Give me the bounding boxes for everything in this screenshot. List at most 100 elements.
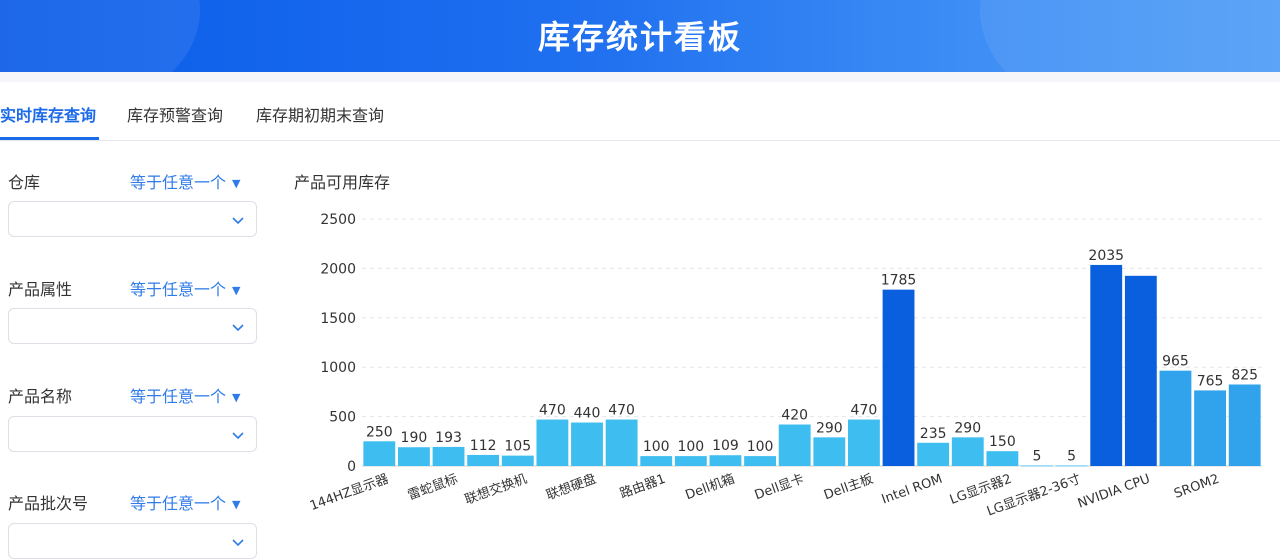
bar (882, 289, 915, 466)
x-tick-label: Dell主板 (822, 472, 875, 504)
bar (778, 424, 811, 466)
filter-label-product-attribute: 产品属性 (8, 280, 73, 299)
filter-label-product-name: 产品名称 (8, 387, 73, 406)
y-tick-label: 1500 (320, 311, 356, 327)
page-title: 库存统计看板 (537, 18, 742, 56)
bar (744, 456, 776, 466)
data-label: 250 (366, 424, 393, 440)
x-tick-label: NVIDIA CPU (1076, 472, 1152, 512)
filter-operator-text: 等于任意一个 (130, 494, 227, 513)
x-tick-label: SROM2 (1172, 472, 1221, 502)
y-tick-label: 1000 (320, 360, 356, 376)
bar (1194, 390, 1226, 466)
filter-label-product-batch: 产品批次号 (8, 494, 89, 513)
bar (813, 437, 846, 466)
data-label: 109 (712, 438, 739, 454)
filter-operator-product-attribute[interactable]: 等于任意一个 ▼ (130, 276, 240, 300)
filter-operator-text: 等于任意一个 (130, 387, 227, 406)
header-divider (0, 72, 1280, 82)
filter-operator-text: 等于任意一个 (130, 280, 227, 299)
bar (605, 419, 638, 466)
bar (640, 456, 673, 466)
x-tick-label: Dell显卡 (753, 472, 806, 504)
chevron-down-icon (232, 324, 244, 332)
data-label: 5 (1033, 449, 1042, 465)
x-tick-label: 联想交换机 (463, 471, 530, 508)
data-label: 825 (1231, 367, 1258, 383)
x-tick-label: Intel ROM (880, 472, 945, 508)
bar (363, 441, 396, 466)
bar (501, 455, 534, 466)
chart-title: 产品可用库存 (294, 173, 391, 192)
bar (1055, 465, 1088, 467)
bar (674, 456, 707, 466)
bar (1159, 370, 1192, 466)
tab-realtime-inventory[interactable]: 实时库存查询 (0, 106, 97, 125)
bar (709, 455, 742, 466)
chevron-down-icon (232, 217, 244, 225)
page-header: 库存统计看板 (0, 0, 1280, 72)
data-label: 112 (470, 438, 497, 454)
data-label: 420 (781, 408, 808, 424)
bar (917, 442, 950, 466)
caret-down-icon: ▼ (232, 498, 241, 511)
bar (951, 437, 984, 466)
data-label: 190 (401, 430, 428, 446)
bar (1090, 264, 1123, 466)
bar (1228, 384, 1261, 466)
filter-operator-product-name[interactable]: 等于任意一个 ▼ (130, 383, 240, 407)
product-name-select[interactable] (8, 416, 257, 452)
caret-down-icon: ▼ (232, 177, 241, 190)
y-tick-label: 0 (347, 459, 356, 475)
data-label: 2035 (1088, 248, 1124, 264)
data-label: 100 (677, 439, 704, 455)
product-attribute-select[interactable] (8, 308, 257, 344)
x-tick-label: 联想硬盘 (544, 471, 598, 504)
tab-inventory-warning[interactable]: 库存预警查询 (127, 106, 224, 125)
y-tick-label: 2500 (320, 212, 356, 228)
y-tick-label: 500 (329, 410, 356, 426)
data-label: 290 (954, 420, 981, 436)
data-label: 100 (747, 439, 774, 455)
data-label: 470 (608, 403, 635, 419)
x-tick-label: 雷蛇鼠标 (406, 472, 460, 504)
y-tick-label: 2000 (320, 261, 356, 277)
header-decoration (980, 0, 1280, 72)
data-label: 193 (435, 430, 462, 446)
bar (432, 446, 465, 466)
bar (1021, 465, 1053, 467)
header-decoration (0, 0, 200, 72)
caret-down-icon: ▼ (232, 284, 241, 297)
data-label: 470 (851, 403, 878, 419)
bar (848, 419, 880, 466)
bar (986, 451, 1019, 466)
data-label: 235 (920, 426, 947, 442)
data-label: 105 (504, 439, 531, 455)
data-label: 965 (1162, 354, 1189, 370)
data-label: 765 (1197, 373, 1224, 389)
bar (467, 454, 500, 466)
bar (571, 422, 603, 466)
bar (1124, 275, 1157, 466)
data-label: 1785 (881, 273, 917, 289)
filter-operator-product-batch[interactable]: 等于任意一个 ▼ (130, 490, 240, 514)
caret-down-icon: ▼ (232, 391, 241, 404)
bar (536, 419, 569, 466)
warehouse-select[interactable] (8, 201, 257, 237)
data-label: 150 (989, 434, 1016, 450)
data-label: 290 (816, 420, 843, 436)
tab-bar: 实时库存查询 库存预警查询 库存期初期末查询 (0, 82, 1280, 141)
filter-operator-text: 等于任意一个 (130, 173, 227, 192)
product-batch-select[interactable] (8, 523, 257, 559)
filter-operator-warehouse[interactable]: 等于任意一个 ▼ (130, 169, 240, 193)
data-label: 5 (1067, 449, 1076, 465)
data-label: 470 (539, 403, 566, 419)
x-tick-label: 144HZ显示器 (308, 472, 391, 514)
inventory-bar-chart: 0 500 1000 1500 2000 2500 250 190 193 112 105 470 44… (308, 212, 1262, 520)
filter-label-warehouse: 仓库 (8, 173, 41, 192)
chevron-down-icon (232, 432, 244, 440)
chevron-down-icon (232, 539, 244, 547)
x-tick-label: 路由器1 (618, 471, 668, 502)
tab-inventory-period[interactable]: 库存期初期末查询 (256, 106, 385, 125)
x-tick-label: Dell机箱 (683, 471, 737, 504)
